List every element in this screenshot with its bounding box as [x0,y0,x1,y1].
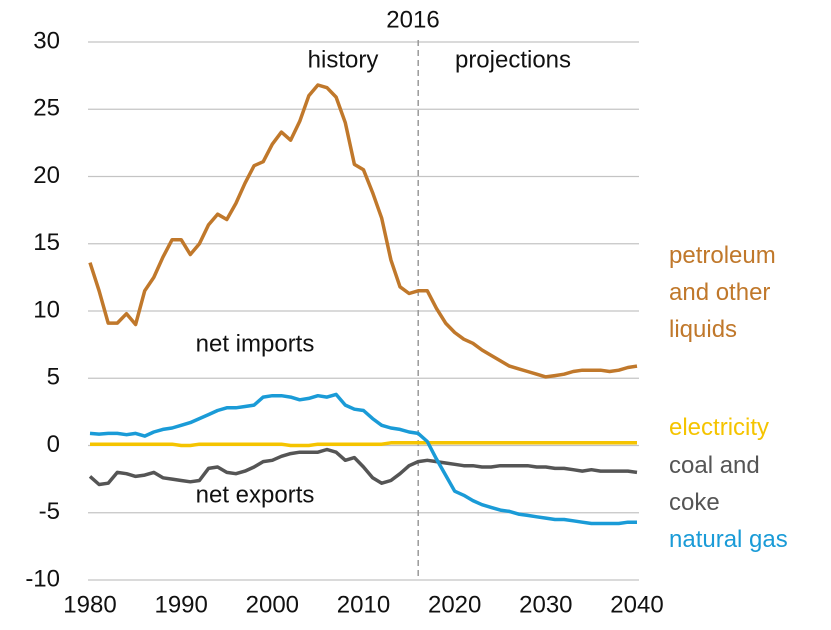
y-tick-label: 10 [33,296,60,323]
series-line [88,83,638,379]
annotation: net exports [196,481,315,508]
annotation: projections [455,46,571,73]
legend-label: coal and coke [669,452,760,516]
legend-label: natural gas [669,526,788,553]
series-line [88,447,638,487]
y-tick-label: 30 [33,27,60,54]
x-tick-label: 1980 [63,591,116,618]
y-tick-label: -5 [39,498,60,525]
y-tick-label: 0 [47,431,60,458]
x-tick-label: 2030 [519,591,572,618]
divider-label: 2016 [386,6,439,33]
series-line [89,392,637,526]
x-tick-label: 2040 [610,591,663,618]
x-tick-label: 2010 [337,591,390,618]
y-tick-label: 5 [47,364,60,391]
x-tick-label: 2020 [428,591,481,618]
y-tick-label: 25 [33,95,60,122]
legend-label: petroleum and other liquids [669,242,776,343]
y-tick-label: 15 [33,229,60,256]
y-tick-label: 20 [33,162,60,189]
series-line [90,441,637,448]
annotation: net imports [196,330,315,357]
x-tick-label: 1990 [154,591,207,618]
legend-label: electricity [669,414,770,441]
x-tick-label: 2000 [246,591,299,618]
y-tick-label: -10 [25,565,60,592]
annotation: history [308,46,379,73]
